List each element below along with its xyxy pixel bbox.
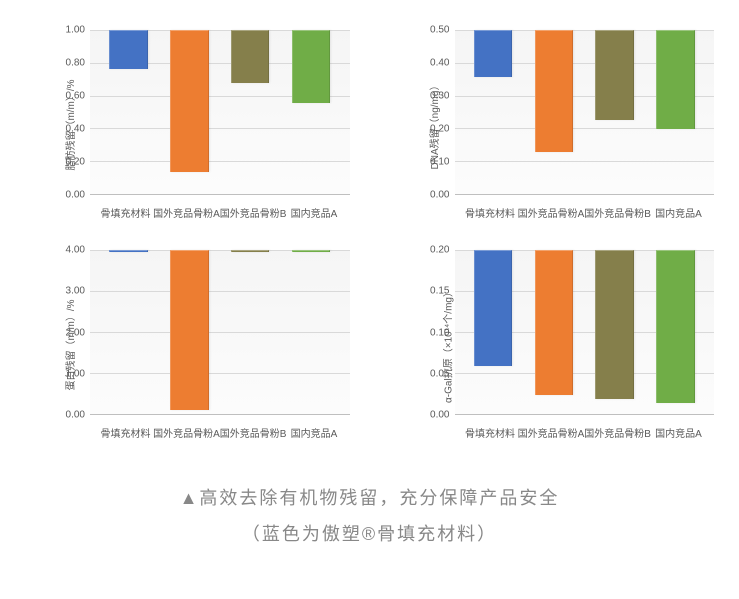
- bar-wrap: [584, 250, 645, 414]
- bar: [109, 250, 148, 252]
- caption: ▲高效去除有机物残留，充分保障产品安全 （蓝色为傲塑®骨填充材料）: [20, 480, 719, 552]
- bar: [595, 250, 634, 399]
- ytick: 1.00: [45, 25, 85, 36]
- ytick: 0.05: [410, 368, 450, 379]
- caption-line-2: （蓝色为傲塑®骨填充材料）: [20, 516, 719, 552]
- ytick: 0.80: [45, 58, 85, 69]
- bar-wrap: [220, 250, 281, 414]
- ytick: 0.50: [410, 25, 450, 36]
- xlabel: 国外竞品骨粉B: [220, 425, 287, 440]
- bar: [231, 30, 270, 83]
- plot-area: [455, 30, 715, 195]
- bar: [231, 250, 270, 252]
- bar: [535, 250, 574, 395]
- xlabel: 国内竞品A: [651, 205, 706, 220]
- ytick: 0.00: [410, 190, 450, 201]
- chart-2: 蛋白残留（m/m）/%0.001.002.003.004.00骨填充材料国外竞品…: [20, 240, 355, 450]
- ytick: 4.00: [45, 245, 85, 256]
- xlabel: 国外竞品骨粉B: [584, 425, 651, 440]
- xlabel: 国外竞品骨粉A: [153, 205, 220, 220]
- bar: [656, 30, 695, 129]
- plot-area: [455, 250, 715, 415]
- ytick: 0.30: [410, 91, 450, 102]
- plot-area: [90, 30, 350, 195]
- xlabel: 骨填充材料: [463, 205, 518, 220]
- bar-wrap: [645, 250, 706, 414]
- bar-wrap: [220, 30, 281, 194]
- plot-area: [90, 250, 350, 415]
- ytick: 2.00: [45, 327, 85, 338]
- xlabel: 国外竞品骨粉B: [584, 205, 651, 220]
- xlabel: 国内竞品A: [651, 425, 706, 440]
- ytick: 0.15: [410, 286, 450, 297]
- caption-line-1: ▲高效去除有机物残留，充分保障产品安全: [20, 480, 719, 516]
- bar-wrap: [281, 250, 342, 414]
- bar: [656, 250, 695, 403]
- bar: [595, 30, 634, 120]
- bar: [535, 30, 574, 152]
- chart-1: DNA残留（ng/mg）0.000.100.200.300.400.50骨填充材…: [385, 20, 720, 230]
- ytick: 0.00: [45, 190, 85, 201]
- bars: [455, 250, 715, 414]
- bars: [455, 30, 715, 194]
- bar: [474, 30, 513, 77]
- ylabel: α-Gal抗原（×10¹⁴个/mg）: [439, 287, 454, 403]
- bar-wrap: [98, 250, 159, 414]
- bar: [474, 250, 513, 366]
- bar-wrap: [584, 30, 645, 194]
- xlabels: 骨填充材料国外竞品骨粉A国外竞品骨粉B国内竞品A: [455, 205, 715, 220]
- xlabel: 国内竞品A: [286, 425, 341, 440]
- bar-wrap: [159, 250, 220, 414]
- xlabel: 国外竞品骨粉A: [153, 425, 220, 440]
- xlabels: 骨填充材料国外竞品骨粉A国外竞品骨粉B国内竞品A: [90, 205, 350, 220]
- chart-0: 脂肪残留（m/m）/%0.000.200.400.600.801.00骨填充材料…: [20, 20, 355, 230]
- bar: [292, 250, 331, 252]
- xlabel: 骨填充材料: [463, 425, 518, 440]
- xlabel: 国外竞品骨粉B: [220, 205, 287, 220]
- xlabel: 国外竞品骨粉A: [518, 205, 585, 220]
- ytick: 0.10: [410, 327, 450, 338]
- bar-wrap: [463, 250, 524, 414]
- bar: [109, 30, 148, 69]
- bar-wrap: [281, 30, 342, 194]
- xlabel: 骨填充材料: [98, 205, 153, 220]
- bars: [90, 30, 350, 194]
- xlabels: 骨填充材料国外竞品骨粉A国外竞品骨粉B国内竞品A: [455, 425, 715, 440]
- bar-wrap: [523, 250, 584, 414]
- chart-3: α-Gal抗原（×10¹⁴个/mg） 0.00 0.05 0.10 0.15 0.20 骨填…: [385, 240, 720, 450]
- ytick: 0.00: [410, 410, 450, 421]
- ytick: 0.40: [410, 58, 450, 69]
- xlabel: 骨填充材料: [98, 425, 153, 440]
- bar: [170, 30, 209, 172]
- bar-wrap: [645, 30, 706, 194]
- ytick: 0.20: [45, 157, 85, 168]
- charts-grid: 脂肪残留（m/m）/%0.000.200.400.600.801.00骨填充材料…: [20, 20, 719, 450]
- ytick: 0.40: [45, 124, 85, 135]
- bar-wrap: [463, 30, 524, 194]
- xlabel: 国内竞品A: [286, 205, 341, 220]
- bar: [292, 30, 331, 103]
- ytick: 0.60: [45, 91, 85, 102]
- ytick: 0.10: [410, 157, 450, 168]
- ytick: 3.00: [45, 286, 85, 297]
- bar-wrap: [98, 30, 159, 194]
- xlabels: 骨填充材料国外竞品骨粉A国外竞品骨粉B国内竞品A: [90, 425, 350, 440]
- bar-wrap: [159, 30, 220, 194]
- ytick: 0.20: [410, 245, 450, 256]
- bar: [170, 250, 209, 410]
- bar-wrap: [523, 30, 584, 194]
- ytick: 0.20: [410, 124, 450, 135]
- bars: [90, 250, 350, 414]
- xlabel: 国外竞品骨粉A: [518, 425, 585, 440]
- ytick: 1.00: [45, 368, 85, 379]
- ytick: 0.00: [45, 410, 85, 421]
